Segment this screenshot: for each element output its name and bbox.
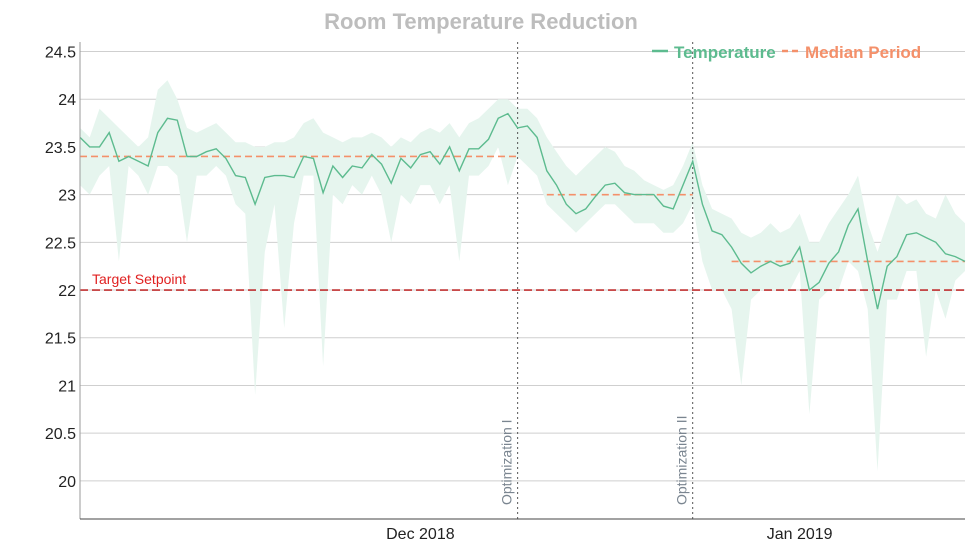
y-tick-label: 23: [58, 188, 76, 205]
legend: Temperature Median Period: [652, 43, 921, 62]
x-tick-label: Jan 2019: [767, 526, 833, 543]
y-tick-label: 23.5: [45, 140, 76, 157]
y-tick-label: 21: [58, 378, 76, 395]
optimization-label: Optimization II: [674, 416, 690, 505]
temperature-range-band: [80, 80, 965, 472]
y-tick-label: 24: [58, 92, 76, 109]
optimization-label: Optimization I: [499, 419, 515, 505]
optimization-markers: Optimization I Optimization II: [499, 42, 694, 519]
y-tick-label: 20: [58, 474, 76, 491]
y-tick-label: 21.5: [45, 331, 76, 348]
y-tick-label: 22: [58, 283, 76, 300]
y-tick-label: 24.5: [45, 45, 76, 62]
target-setpoint-label: Target Setpoint: [92, 271, 186, 287]
legend-label-median: Median Period: [805, 43, 921, 62]
legend-label-temperature: Temperature: [674, 43, 776, 62]
y-tick-label: 20.5: [45, 426, 76, 443]
chart-title: Room Temperature Reduction: [324, 9, 638, 34]
target-setpoint: Target Setpoint: [80, 271, 965, 291]
x-tick-label: Dec 2018: [386, 526, 455, 543]
axes: 24.5 24 23.5 23 22.5 22 21.5 21 20.5 20 Dec 2018 Ja…: [45, 42, 965, 543]
temperature-line: [79, 112, 966, 310]
temperature-series: [79, 112, 966, 310]
temperature-band: [80, 80, 965, 472]
y-tick-label: 22.5: [45, 235, 76, 252]
